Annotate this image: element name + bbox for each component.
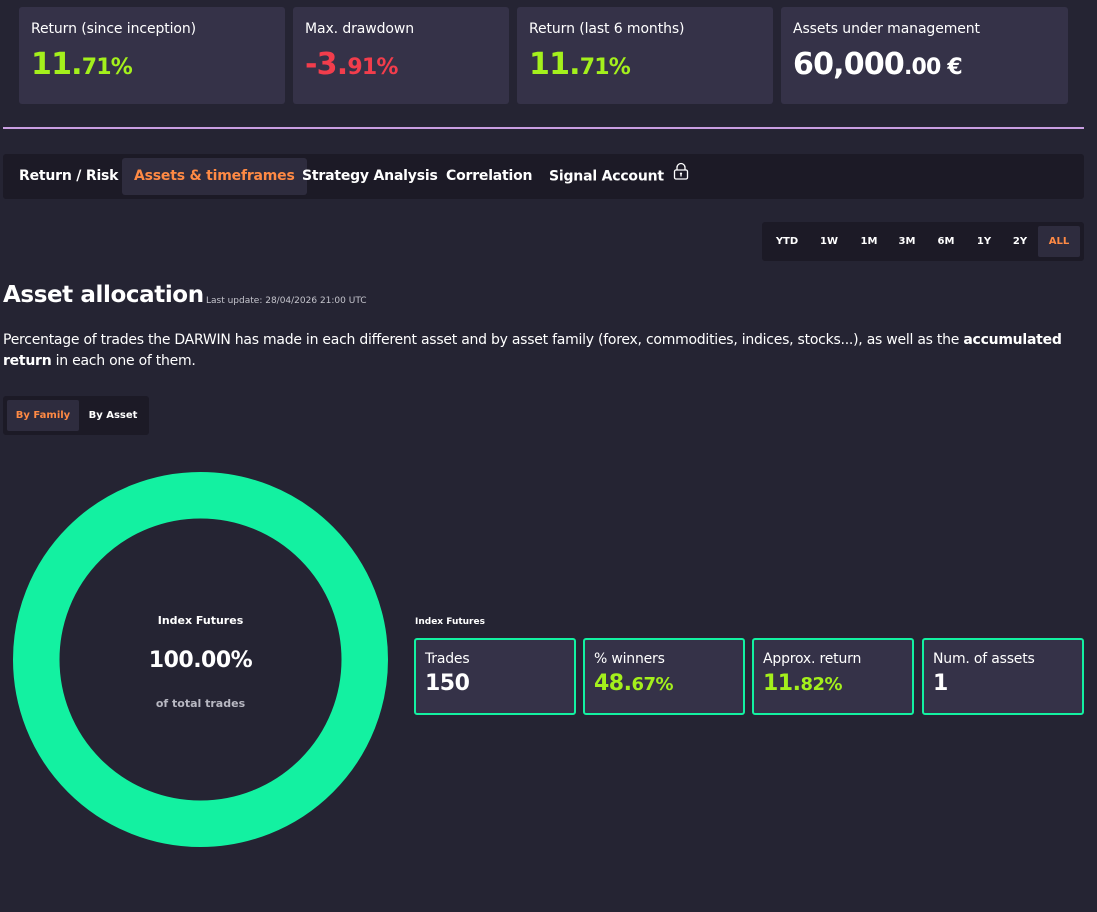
family-detail-title: Index Futures — [415, 617, 485, 627]
tab-assets-timeframes[interactable]: Assets & timeframes — [122, 158, 307, 195]
stat-value: 60,000.00 € — [793, 47, 963, 82]
stat-label: Assets under management — [793, 21, 980, 37]
donut-center: Index Futures 100.00% of total trades — [13, 472, 388, 847]
timeframe-3m[interactable]: 3M — [898, 236, 916, 247]
stat-label: Max. drawdown — [305, 21, 414, 37]
timeframe-selector: YTD 1W 1M 3M 6M 1Y 2Y ALL — [762, 222, 1084, 261]
metric-label: % winners — [594, 651, 665, 667]
section-divider — [3, 127, 1084, 129]
stat-value: 11.71% — [31, 47, 133, 82]
donut-center-label: Index Futures — [157, 614, 244, 627]
metric-card-trades: Trades 150 — [414, 638, 576, 715]
metric-label: Approx. return — [763, 651, 862, 667]
by-family-button[interactable]: By Family — [7, 400, 79, 431]
metric-value: 1 — [933, 671, 948, 696]
stat-card-aum: Assets under management 60,000.00 € — [781, 7, 1068, 104]
donut-slice-index-futures[interactable] — [13, 472, 388, 847]
metric-value: 48.67% — [594, 671, 674, 696]
page-title: Asset allocation — [3, 282, 204, 308]
tab-strategy-analysis[interactable]: Strategy Analysis — [302, 168, 438, 184]
allocation-donut-chart — [13, 472, 388, 847]
metric-card-winners: % winners 48.67% — [583, 638, 745, 715]
timeframe-all[interactable]: ALL — [1038, 226, 1080, 257]
metric-card-approx-return: Approx. return 11.82% — [752, 638, 914, 715]
timeframe-ytd[interactable]: YTD — [775, 236, 799, 247]
main-tabs: Return / Risk Assets & timeframes Strate… — [3, 154, 1084, 199]
donut-center-value: 100.00% — [148, 648, 253, 673]
stat-value: 11.71% — [529, 47, 631, 82]
metric-value: 150 — [425, 671, 470, 696]
donut-center-sub: of total trades — [155, 697, 246, 710]
section-description: Percentage of trades the DARWIN has made… — [3, 332, 1062, 369]
metric-card-num-assets: Num. of assets 1 — [922, 638, 1084, 715]
metric-label: Num. of assets — [933, 651, 1035, 667]
last-update: Last update: 28/04/2026 21:00 UTC — [206, 296, 367, 306]
stat-value: -3.91% — [305, 47, 398, 82]
stat-card-return-inception: Return (since inception) 11.71% — [19, 7, 285, 104]
stat-label: Return (since inception) — [31, 21, 197, 37]
by-asset-button[interactable]: By Asset — [88, 410, 138, 421]
stat-card-max-drawdown: Max. drawdown -3.91% — [293, 7, 509, 104]
metric-label: Trades — [425, 651, 470, 667]
timeframe-6m[interactable]: 6M — [937, 236, 955, 247]
timeframe-1m[interactable]: 1M — [860, 236, 878, 247]
tab-return-risk[interactable]: Return / Risk — [19, 168, 119, 184]
tab-correlation[interactable]: Correlation — [446, 168, 533, 184]
timeframe-1y[interactable]: 1Y — [976, 236, 992, 247]
view-toggle: By Family By Asset — [3, 396, 149, 435]
metric-value: 11.82% — [763, 671, 843, 696]
timeframe-1w[interactable]: 1W — [820, 236, 838, 247]
tab-signal-account[interactable]: Signal Account — [537, 158, 701, 195]
timeframe-2y[interactable]: 2Y — [1012, 236, 1028, 247]
lock-icon — [673, 158, 689, 195]
stat-card-return-6m: Return (last 6 months) 11.71% — [517, 7, 773, 104]
stat-label: Return (last 6 months) — [529, 21, 685, 37]
